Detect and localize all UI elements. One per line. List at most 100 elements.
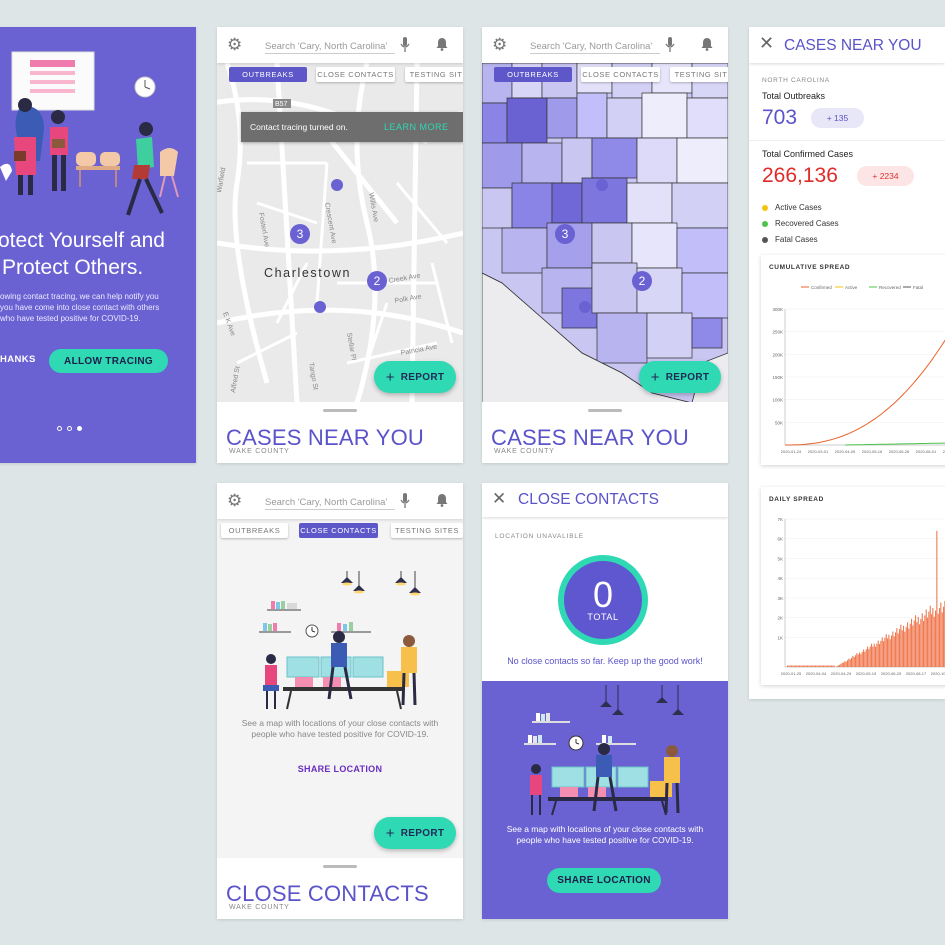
sheet-title: CLOSE CONTACTS	[226, 881, 429, 906]
daily-bar	[849, 659, 851, 667]
sheet-handle[interactable]	[323, 409, 357, 412]
daily-bar	[927, 617, 929, 667]
stats-title: CASES NEAR YOU	[784, 37, 922, 54]
x-tick-label: 2020-01-24	[781, 449, 802, 454]
daily-bar	[788, 665, 790, 667]
county-choropleth-map[interactable]	[482, 63, 728, 403]
notification-banner: Contact tracing turned on. LEARN MORE	[241, 112, 463, 142]
close-icon[interactable]: ✕	[492, 489, 507, 508]
daily-bar	[917, 616, 919, 667]
cumulative-spread-card: CUMULATIVE SPREAD Confirmed Active Recover…	[761, 255, 945, 465]
legend-item: Recovered Cases	[762, 216, 839, 232]
y-tick-label: 6K	[777, 537, 783, 542]
daily-bar	[941, 612, 943, 667]
y-tick-label: 250K	[772, 330, 783, 335]
learn-more-button[interactable]: LEARN MORE	[384, 122, 449, 132]
map-pin[interactable]	[314, 301, 326, 313]
page-dot[interactable]	[57, 426, 62, 431]
map-pin[interactable]	[579, 301, 591, 313]
map-cluster-pin[interactable]: 3	[290, 224, 310, 244]
daily-bar	[817, 665, 819, 667]
street-label: Polk Ave	[394, 293, 422, 305]
no-thanks-button[interactable]: HANKS	[0, 354, 36, 365]
microphone-icon[interactable]	[400, 493, 410, 509]
microphone-icon[interactable]	[400, 37, 410, 53]
microphone-icon[interactable]	[665, 37, 675, 53]
daily-bar	[811, 665, 813, 667]
legend-label: Fatal Cases	[775, 235, 818, 244]
tab-testing-sites[interactable]: TESTING SITES	[391, 523, 463, 538]
daily-bar	[929, 605, 931, 667]
daily-bar	[875, 646, 877, 668]
sheet-handle[interactable]	[323, 865, 357, 868]
report-button[interactable]: + REPORT	[374, 361, 456, 393]
daily-bar	[893, 636, 895, 667]
y-tick-label: 3K	[777, 596, 783, 601]
y-tick-label: 4K	[777, 576, 783, 581]
tab-outbreaks[interactable]: OUTBREAKS	[229, 67, 307, 82]
detail-header: ✕ CLOSE CONTACTS	[482, 483, 728, 517]
bell-icon[interactable]	[436, 493, 448, 507]
map-cluster-pin[interactable]: 3	[555, 224, 575, 244]
y-tick-label: 7K	[777, 517, 783, 522]
gear-icon[interactable]: ⚙	[227, 35, 243, 54]
search-input[interactable]: Search 'Cary, North Carolina'	[530, 36, 660, 54]
sheet-handle[interactable]	[588, 409, 622, 412]
bell-icon[interactable]	[701, 37, 713, 51]
plus-icon: +	[385, 368, 395, 386]
tab-testing-sites[interactable]: TESTING SIT	[405, 67, 463, 82]
daily-bar	[928, 611, 930, 667]
confirmed-series-line	[785, 339, 945, 446]
map-cluster-pin[interactable]: 2	[632, 271, 652, 291]
tab-outbreaks[interactable]: OUTBREAKS	[494, 67, 572, 82]
body-line: who have tested positive for COVID-19.	[0, 314, 141, 323]
report-button[interactable]: + REPORT	[639, 361, 721, 393]
tab-outbreaks[interactable]: OUTBREAKS	[221, 523, 288, 538]
page-dot[interactable]	[67, 426, 72, 431]
street-label: Stellar Pl	[345, 332, 357, 361]
confirmed-delta-badge: + 2234	[857, 166, 914, 186]
bottom-sheet[interactable]: CLOSE CONTACTS WAKE COUNTY	[217, 858, 463, 919]
tab-testing-sites[interactable]: TESTING SIT	[670, 67, 728, 82]
map-screen: E K Ave Warfield Fosterl Ave Patricia Av…	[217, 27, 463, 463]
caption-line: people who have tested positive for COVI…	[251, 729, 429, 739]
bottom-sheet[interactable]: CASES NEAR YOU WAKE COUNTY	[482, 402, 728, 463]
daily-bar	[904, 631, 906, 667]
map-cluster-pin[interactable]: 2	[367, 271, 387, 291]
search-input[interactable]: Search 'Cary, North Carolina'	[265, 492, 395, 510]
bottom-sheet[interactable]: CASES NEAR YOU WAKE COUNTY	[217, 402, 463, 463]
gear-icon[interactable]: ⚙	[227, 491, 243, 510]
bell-icon[interactable]	[436, 37, 448, 51]
page-dot-active[interactable]	[77, 426, 82, 431]
daily-bar	[855, 655, 857, 667]
report-button[interactable]: + REPORT	[374, 817, 456, 849]
share-location-button[interactable]: SHARE LOCATION	[547, 868, 661, 893]
daily-spread-chart[interactable]: 7K 6K 5K 4K 3K 2K 1K 2020-01-25 2020-04-04 2020-0…	[761, 507, 945, 685]
x-tick-label: 2020-01-25	[781, 671, 802, 676]
close-icon[interactable]: ✕	[759, 33, 775, 53]
cumulative-spread-chart[interactable]: Confirmed Active Recovered Fatal 300K 250K 200…	[761, 275, 945, 465]
tab-close-contacts[interactable]: CLOSE CONTACTS	[316, 67, 395, 82]
top-bar: ⚙ Search 'Cary, North Carolina'	[482, 27, 728, 63]
confirmed-label: Total Confirmed Cases	[762, 149, 854, 159]
daily-bar	[892, 631, 894, 667]
x-tick-label: 2020-05-16	[862, 449, 883, 454]
daily-bar	[837, 665, 839, 667]
daily-bar	[880, 640, 882, 667]
map-pin[interactable]	[596, 179, 608, 191]
daily-bar	[805, 665, 807, 667]
daily-bar	[809, 665, 811, 667]
map-pin[interactable]	[331, 179, 343, 191]
daily-bar	[801, 665, 803, 667]
tab-close-contacts[interactable]: CLOSE CONTACTS	[299, 523, 378, 538]
share-location-link[interactable]: SHARE LOCATION	[297, 764, 383, 774]
street-label: Warfield	[217, 167, 227, 193]
tab-close-contacts[interactable]: CLOSE CONTACTS	[581, 67, 660, 82]
legend-label: Recovered	[879, 285, 901, 290]
daily-spread-card: DAILY SPREAD 7K 6K 5K 4K 3K 2K 1K 2020-01-25 202…	[761, 487, 945, 685]
search-input[interactable]: Search 'Cary, North Carolina'	[265, 36, 395, 54]
gear-icon[interactable]: ⚙	[492, 35, 508, 54]
daily-bar	[796, 665, 798, 667]
allow-tracing-button[interactable]: ALLOW TRACING	[49, 349, 168, 373]
page-indicator	[57, 426, 82, 431]
